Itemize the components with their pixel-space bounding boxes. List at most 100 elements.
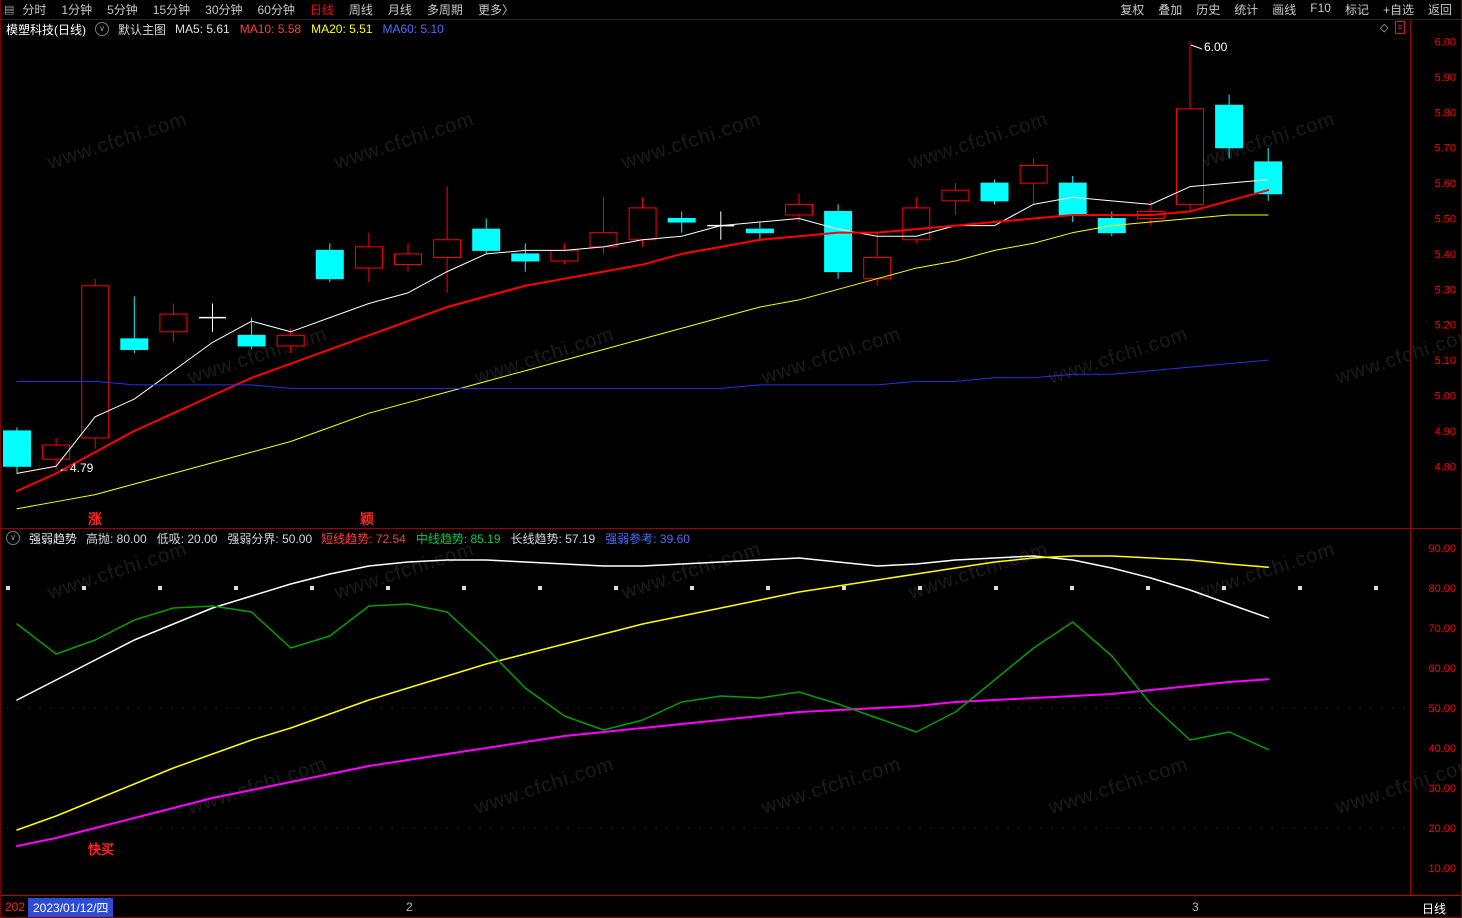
indicator-values: 短线趋势: 72.54中线趋势: 85.19长线趋势: 57.19强弱参考: 3… (321, 530, 690, 547)
y-axis-label: 5.60 (1435, 178, 1456, 190)
candle-body (629, 208, 656, 240)
stock-title: 模塑科技(日线) (6, 21, 86, 38)
period-menu-item[interactable]: 15分钟 (153, 1, 190, 18)
candle-body (395, 254, 422, 265)
candle-body (238, 335, 265, 346)
main-chart-layout-label[interactable]: 默认主图 (118, 21, 166, 38)
y-axis-label: 4.90 (1435, 426, 1456, 438)
period-label: 日线 (1422, 900, 1446, 917)
candle-body (512, 254, 539, 261)
annotation-pointer (1191, 45, 1202, 49)
indicator-value-item: 长线趋势: 57.19 (511, 530, 596, 547)
candle-body (434, 240, 461, 258)
tools-menu-item[interactable]: 叠加 (1158, 1, 1182, 18)
tools-menu-item[interactable]: 统计 (1234, 1, 1258, 18)
series-line-中线趋势 (17, 556, 1268, 830)
candle-body (277, 335, 304, 346)
window-icon: ▤ (4, 3, 14, 16)
indicator-param-item: 低吸: 20.00 (157, 530, 218, 547)
y-axis-label: 10.00 (1428, 863, 1456, 875)
candle-body (82, 286, 109, 438)
indicator-param-item: 高抛: 80.00 (86, 530, 147, 547)
candle-body (1216, 105, 1243, 147)
y-axis-label: 40.00 (1428, 743, 1456, 755)
series-line-MA20 (17, 215, 1268, 509)
diamond-icon[interactable]: ◇ (1380, 21, 1388, 34)
y-axis-label: 5.00 (1435, 390, 1456, 402)
y-axis-label: 5.80 (1435, 107, 1456, 119)
period-menu-item[interactable]: 分时 (22, 1, 46, 18)
y-axis-label: 5.20 (1435, 320, 1456, 332)
chart-annotation: ←4.79 (58, 461, 94, 475)
plot-corner-icons: ◇ ≡ (1380, 21, 1405, 34)
charts-canvas[interactable]: 6.005.905.805.705.605.505.405.305.205.10… (0, 0, 1462, 918)
y-axis-label: 5.90 (1435, 72, 1456, 84)
y-axis-label: 5.70 (1435, 143, 1456, 155)
tools-menu-item[interactable]: 标记 (1345, 1, 1369, 18)
chart-annotation: 快买 (88, 842, 114, 857)
ma-legend-item: MA10: 5.58 (240, 22, 301, 36)
candle-body (864, 257, 891, 278)
candle-body (355, 247, 382, 268)
ma-legend-item: MA5: 5.61 (175, 22, 230, 36)
chart-annotation: 涨 (88, 511, 102, 527)
ma-legend: MA5: 5.61 MA10: 5.58 MA20: 5.51 MA60: 5.10 (175, 22, 444, 36)
chart-annotation: 6.00 (1204, 40, 1228, 54)
price-panel: 6.005.905.805.705.605.505.405.305.205.10… (4, 37, 1457, 527)
tools-menu-item[interactable]: +自选 (1383, 1, 1414, 18)
date-prefix: 202 (5, 900, 25, 914)
y-axis-label: 50.00 (1428, 703, 1456, 715)
chart-annotation: 颖 (360, 511, 374, 527)
panel-settings-icon[interactable]: ≡ (1395, 21, 1404, 34)
indicator-value-item: 强弱参考: 39.60 (605, 530, 690, 547)
y-axis-label: 60.00 (1428, 663, 1456, 675)
axis-separator-line (1410, 19, 1411, 918)
candle-body (1020, 165, 1047, 183)
current-date: 2023/01/12/四 (28, 898, 113, 917)
period-menu-item[interactable]: 1分钟 (61, 1, 92, 18)
y-axis-label: 5.40 (1435, 249, 1456, 261)
stock-app-window: ▤ 分时1分钟5分钟15分钟30分钟60分钟日线周线月线多周期更多〉 复权叠加历… (0, 0, 1462, 918)
period-menu-item[interactable]: 多周期 (427, 1, 463, 18)
indicator-params: 高抛: 80.00 低吸: 20.00 强弱分界: 50.00 (86, 530, 312, 547)
candle-body (4, 431, 31, 466)
tools-menu-item[interactable]: F10 (1310, 1, 1331, 18)
indicator-settings-icon[interactable]: ∨ (6, 531, 20, 545)
candle-body (1255, 162, 1282, 194)
month-mark: 2 (406, 900, 413, 914)
period-menu-item[interactable]: 60分钟 (258, 1, 295, 18)
candle-body (551, 250, 578, 261)
month-mark: 3 (1192, 900, 1199, 914)
candle-body (668, 219, 695, 223)
tools-menu-item[interactable]: 历史 (1196, 1, 1220, 18)
y-axis-label: 90.00 (1428, 543, 1456, 555)
candle-body (746, 229, 773, 233)
period-menu-item[interactable]: 更多〉 (478, 1, 514, 18)
y-axis-label: 30.00 (1428, 783, 1456, 795)
tools-menu-item[interactable]: 返回 (1428, 1, 1452, 18)
y-axis-label: 5.50 (1435, 214, 1456, 226)
indicator-param-item: 强弱分界: 50.00 (227, 530, 312, 547)
main-chart-settings-icon[interactable]: ∨ (95, 22, 109, 36)
series-line-MA60 (17, 360, 1268, 388)
tools-menu-item[interactable]: 画线 (1272, 1, 1296, 18)
candle-body (786, 204, 813, 215)
period-menu-item[interactable]: 周线 (349, 1, 373, 18)
period-menu-item[interactable]: 5分钟 (107, 1, 138, 18)
ma-legend-item: MA20: 5.51 (311, 22, 372, 36)
period-menu-item[interactable]: 30分钟 (205, 1, 242, 18)
candle-body (43, 445, 70, 459)
candle-body (121, 339, 148, 350)
period-menu-item[interactable]: 日线 (310, 1, 334, 18)
tools-menu: 复权叠加历史统计画线 F10 标记 +自选返回 (1120, 1, 1452, 18)
tools-menu-item[interactable]: 复权 (1120, 1, 1144, 18)
chart-header: 模塑科技(日线) ∨ 默认主图 MA5: 5.61 MA10: 5.58 MA20:… (6, 21, 444, 37)
candle-body (981, 183, 1008, 201)
ma-legend-item: MA60: 5.10 (382, 22, 443, 36)
y-axis-label: 6.00 (1435, 37, 1456, 49)
indicator-name[interactable]: 强弱趋势 (29, 530, 77, 547)
period-menu-item[interactable]: 月线 (388, 1, 412, 18)
y-axis-label: 5.10 (1435, 355, 1456, 367)
y-axis-label: 20.00 (1428, 823, 1456, 835)
bottom-status-bar: 202 2023/01/12/四 2 3 日线 (0, 895, 1462, 918)
